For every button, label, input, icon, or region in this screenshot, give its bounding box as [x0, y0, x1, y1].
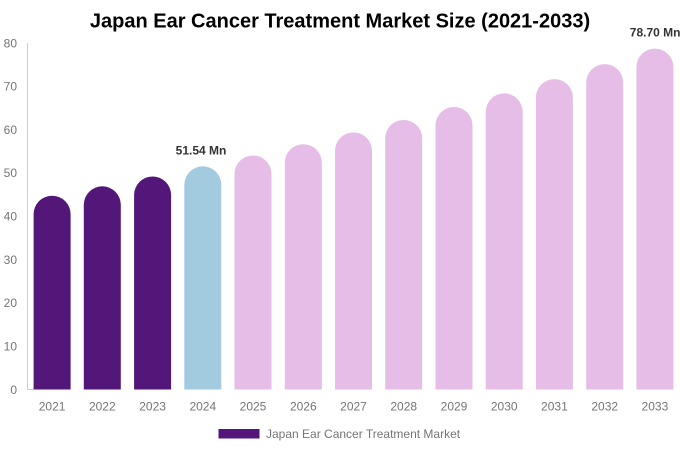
svg-text:80: 80 — [4, 36, 18, 50]
svg-text:2026: 2026 — [290, 400, 317, 414]
svg-text:2021: 2021 — [39, 400, 66, 414]
svg-text:2030: 2030 — [491, 400, 518, 414]
svg-text:2023: 2023 — [139, 400, 166, 414]
svg-text:2028: 2028 — [390, 400, 417, 414]
svg-text:Japan Ear Cancer Treatment Mar: Japan Ear Cancer Treatment Market — [266, 427, 461, 441]
svg-text:2031: 2031 — [541, 400, 568, 414]
svg-text:2032: 2032 — [591, 400, 618, 414]
svg-text:51.54 Mn: 51.54 Mn — [176, 144, 227, 158]
svg-text:60: 60 — [4, 123, 18, 137]
svg-text:2027: 2027 — [340, 400, 367, 414]
svg-text:30: 30 — [4, 253, 18, 267]
svg-text:2022: 2022 — [89, 400, 116, 414]
svg-text:10: 10 — [4, 340, 18, 354]
svg-text:2024: 2024 — [189, 400, 216, 414]
svg-text:Japan Ear Cancer Treatment Mar: Japan Ear Cancer Treatment Market Size (… — [90, 10, 590, 32]
svg-text:78.70 Mn: 78.70 Mn — [630, 26, 680, 40]
svg-text:2029: 2029 — [441, 400, 468, 414]
svg-text:50: 50 — [4, 166, 18, 180]
svg-text:20: 20 — [4, 296, 18, 310]
svg-text:40: 40 — [4, 210, 18, 224]
svg-text:0: 0 — [10, 383, 17, 397]
svg-text:70: 70 — [4, 80, 18, 94]
svg-text:2025: 2025 — [240, 400, 267, 414]
svg-text:2033: 2033 — [642, 400, 669, 414]
